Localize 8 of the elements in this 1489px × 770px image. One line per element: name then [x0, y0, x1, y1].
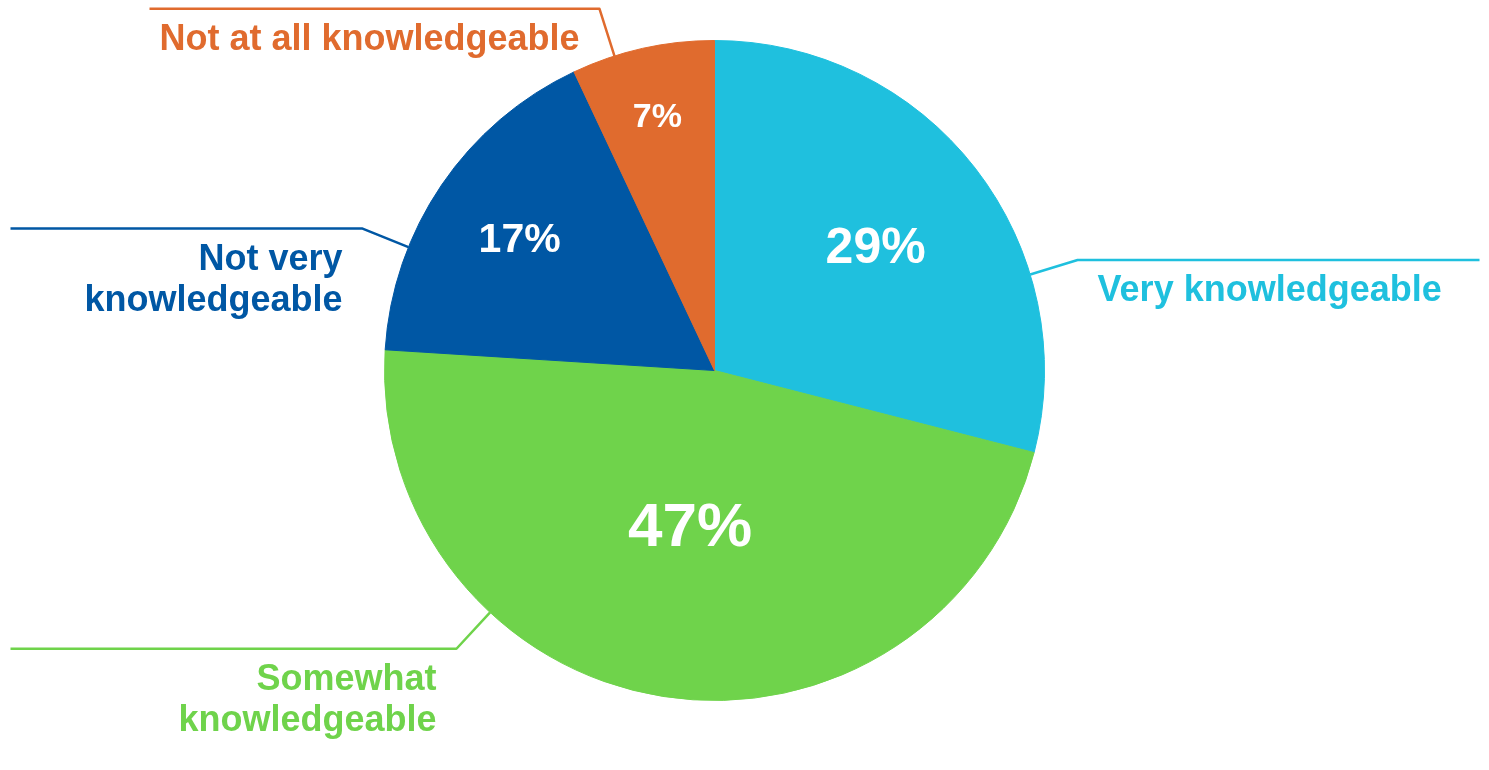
data-label: 29% [825, 217, 926, 274]
data-label: 47% [627, 490, 753, 560]
slice-label: Not at all knowledgeable [159, 16, 580, 58]
slice-label: Very knowledgeable [1097, 268, 1442, 310]
slice-label: Not very knowledgeable [84, 236, 343, 319]
slice-label: Somewhat knowledgeable [178, 656, 437, 739]
data-label: 17% [478, 215, 561, 262]
data-label: 7% [632, 95, 682, 134]
